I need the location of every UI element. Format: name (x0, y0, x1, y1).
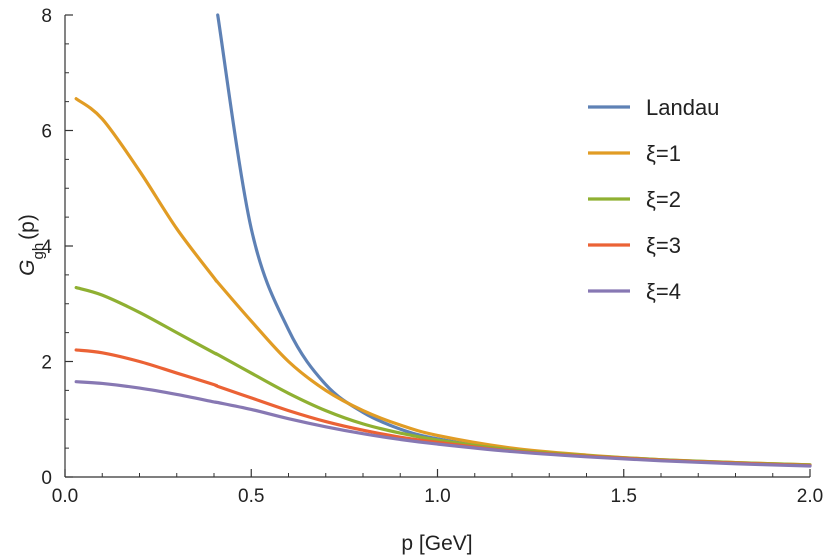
legend: Landau ξ=1 ξ=2 ξ=3 ξ=4 (588, 95, 719, 304)
x-tick-label: 1.5 (611, 486, 637, 507)
x-tick-label: 0.5 (238, 486, 264, 507)
series-line-1 (74, 97, 812, 467)
y-tick-label: 8 (41, 6, 52, 27)
y-tick-label: 4 (41, 237, 52, 258)
x-tick-label: 2.0 (797, 486, 823, 507)
legend-label-1: ξ=1 (646, 141, 681, 166)
x-tick-label: 0.0 (52, 486, 78, 507)
y-tick-label: 0 (41, 468, 52, 489)
series-line-3 (74, 348, 812, 468)
y-axis-title-main: G (16, 260, 39, 276)
axes: 0.0 0.5 1.0 1.5 2.0 0 2 4 6 8 (41, 6, 823, 507)
y-axis-title: Ggh (p) (16, 214, 47, 276)
legend-label-0: Landau (646, 95, 719, 120)
series-line-0 (216, 13, 812, 468)
legend-label-3: ξ=3 (646, 233, 681, 258)
y-tick-label: 2 (41, 353, 52, 374)
curves (74, 13, 812, 468)
y-tick-label: 6 (41, 122, 52, 143)
legend-label-2: ξ=2 (646, 187, 681, 212)
x-axis-title: p [GeV] (401, 532, 472, 555)
y-axis-title-sub: gh (30, 243, 47, 260)
y-axis-title-suffix: (p) (16, 214, 39, 240)
legend-label-4: ξ=4 (646, 279, 681, 304)
x-tick-label: 1.0 (424, 486, 450, 507)
series-line-4 (74, 380, 812, 468)
